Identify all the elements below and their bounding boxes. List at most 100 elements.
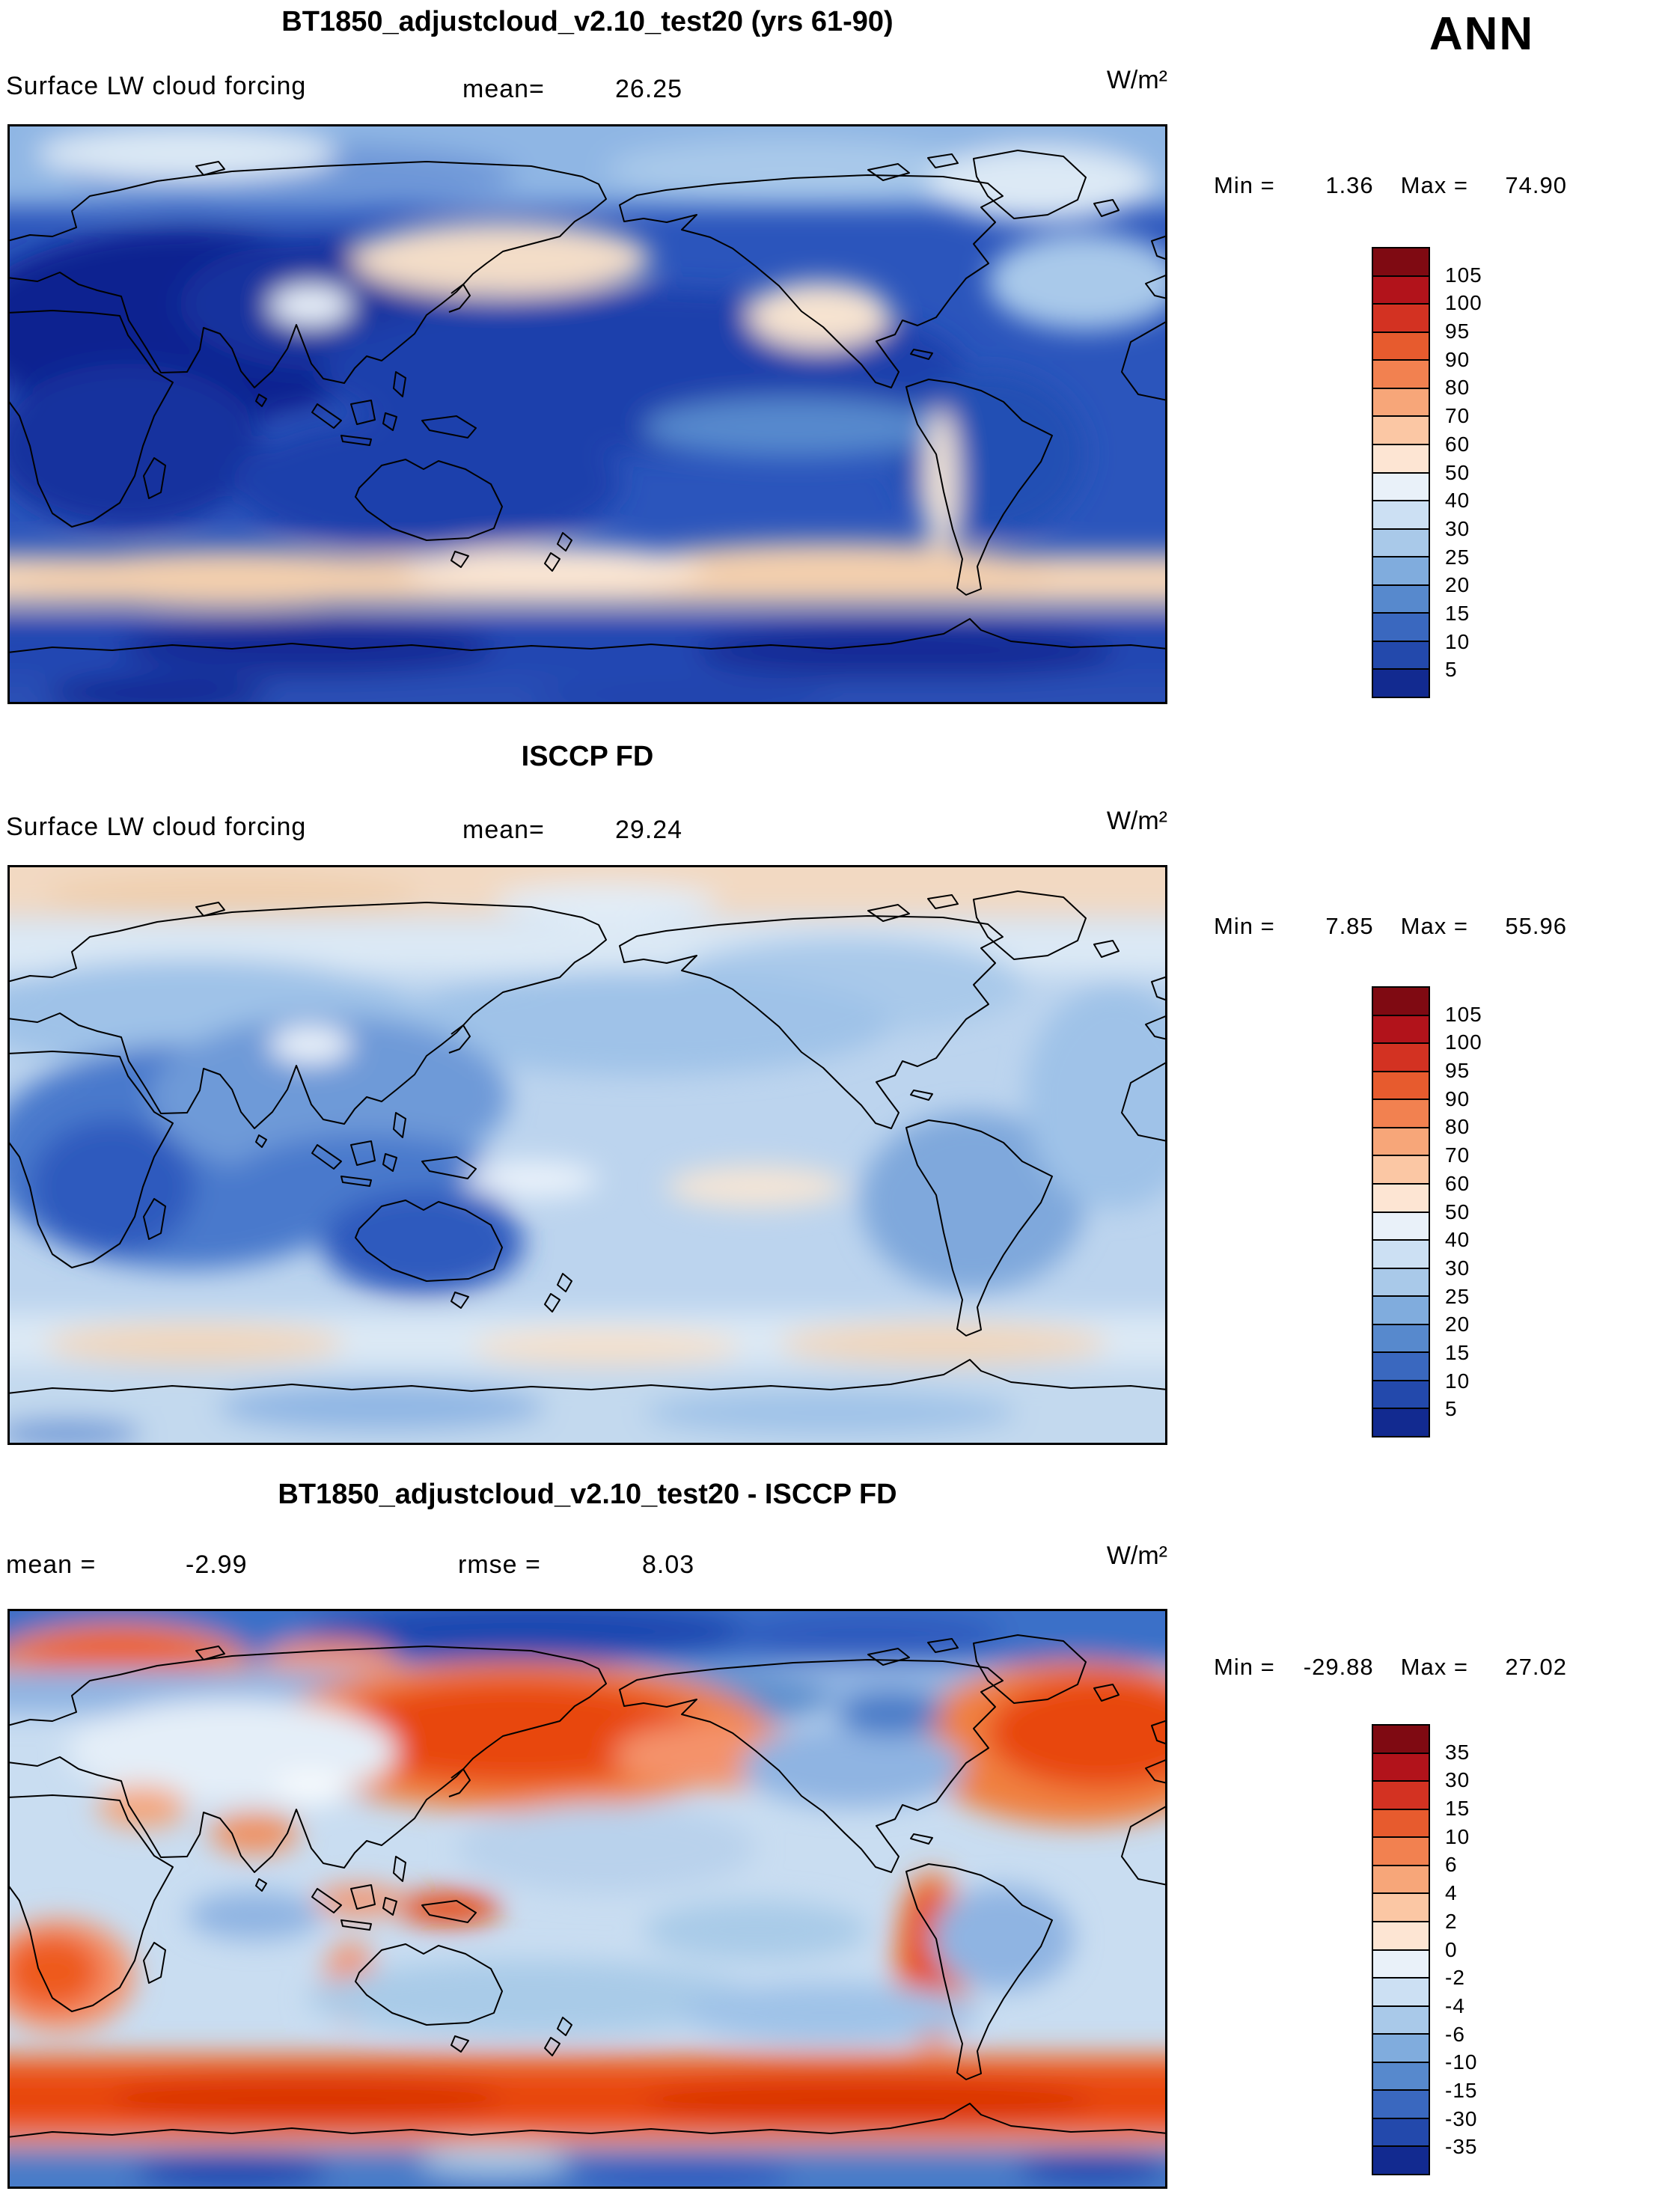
max-value: 27.02 bbox=[1505, 1654, 1567, 1680]
panel1-minmax: Min = 1.36 Max = 74.90 bbox=[1214, 172, 1567, 199]
colorbar-labels: 35 30 15 10 6 4 2 0 -2 -4 -6 -10 -15 -30 -35 bbox=[1445, 1724, 1550, 2175]
contour-field bbox=[7, 865, 1167, 1445]
colorbar-tick-label: 35 bbox=[1445, 1740, 1470, 1764]
colorbar-cell bbox=[1373, 417, 1429, 445]
panel1-colorbar: 105 100 95 90 80 70 60 50 40 30 25 20 15 10 5 bbox=[1372, 247, 1551, 698]
colorbar-tick-label: 20 bbox=[1445, 573, 1470, 597]
colorbar-tick-label: -35 bbox=[1445, 2135, 1478, 2159]
colorbar-tick-label: 10 bbox=[1445, 1824, 1470, 1848]
colorbar-cell bbox=[1373, 1809, 1429, 1839]
colorbar-cell bbox=[1373, 1015, 1429, 1045]
min-label: Min = bbox=[1214, 913, 1275, 939]
panel3-rmse-value: 8.03 bbox=[642, 1550, 695, 1579]
colorbar-tick-label: -6 bbox=[1445, 2022, 1465, 2046]
panel3-colorbar: 35 30 15 10 6 4 2 0 -2 -4 -6 -10 -15 -30 -35 bbox=[1372, 1724, 1551, 2175]
colorbar-tick-label: 4 bbox=[1445, 1881, 1458, 1905]
panel2-map bbox=[7, 865, 1167, 1445]
colorbar-tick-label: 50 bbox=[1445, 1200, 1470, 1223]
colorbar-cell bbox=[1373, 2062, 1429, 2092]
colorbar-cell bbox=[1373, 1979, 1429, 2007]
colorbar-cell bbox=[1373, 1241, 1429, 1269]
panel1-units-label: W/m² bbox=[1106, 66, 1167, 94]
panel1-variable-label: Surface LW cloud forcing bbox=[6, 72, 307, 100]
colorbar-cell bbox=[1373, 1726, 1429, 1754]
panel3-mean-value: -2.99 bbox=[186, 1550, 248, 1579]
colorbar-cell bbox=[1373, 1044, 1429, 1072]
colorbar-cell bbox=[1373, 2006, 1429, 2035]
world-contour-map-obs bbox=[7, 865, 1167, 1445]
colorbar-bar bbox=[1372, 247, 1430, 698]
panel2-minmax: Min = 7.85 Max = 55.96 bbox=[1214, 913, 1567, 940]
colorbar-cell bbox=[1373, 641, 1429, 670]
max-value: 55.96 bbox=[1505, 913, 1567, 939]
colorbar-cell bbox=[1373, 1922, 1429, 1951]
colorbar-cell bbox=[1373, 2091, 1429, 2119]
season-label: ANN bbox=[1429, 8, 1535, 60]
panel3-mean-label: mean = bbox=[6, 1550, 97, 1579]
colorbar-cell bbox=[1373, 1838, 1429, 1866]
colorbar-cell bbox=[1373, 1782, 1429, 1810]
colorbar-tick-label: 30 bbox=[1445, 1768, 1470, 1792]
colorbar-tick-label: -15 bbox=[1445, 2078, 1478, 2102]
colorbar-tick-label: 25 bbox=[1445, 1284, 1470, 1308]
colorbar-tick-label: -2 bbox=[1445, 1966, 1465, 1990]
colorbar-tick-label: 15 bbox=[1445, 601, 1470, 625]
colorbar-cell bbox=[1373, 1212, 1429, 1241]
colorbar-tick-label: 105 bbox=[1445, 1002, 1482, 1026]
colorbar-cell bbox=[1373, 1268, 1429, 1298]
panel2-variable-label: Surface LW cloud forcing bbox=[6, 813, 307, 841]
colorbar-cell bbox=[1373, 444, 1429, 474]
colorbar-tick-label: 0 bbox=[1445, 1937, 1458, 1961]
colorbar-cell bbox=[1373, 1184, 1429, 1213]
colorbar-cell bbox=[1373, 2035, 1429, 2063]
colorbar-cell bbox=[1373, 529, 1429, 558]
panel2-units-label: W/m² bbox=[1106, 807, 1167, 835]
colorbar-tick-label: 70 bbox=[1445, 1143, 1470, 1167]
colorbar-tick-label: 15 bbox=[1445, 1340, 1470, 1364]
colorbar-cell bbox=[1373, 2147, 1429, 2174]
max-label: Max = bbox=[1400, 1654, 1468, 1680]
panel3-title: BT1850_adjustcloud_v2.10_test20 - ISCCP … bbox=[278, 1479, 897, 1510]
colorbar-cell bbox=[1373, 1753, 1429, 1782]
colorbar-cell bbox=[1373, 670, 1429, 697]
min-value: 7.85 bbox=[1325, 913, 1374, 939]
panel3-minmax: Min = -29.88 Max = 27.02 bbox=[1214, 1654, 1567, 1681]
colorbar-cell bbox=[1373, 361, 1429, 389]
colorbar-tick-label: 40 bbox=[1445, 489, 1470, 513]
colorbar-tick-label: 100 bbox=[1445, 1030, 1482, 1054]
colorbar-cell bbox=[1373, 1950, 1429, 1979]
colorbar-tick-label: 6 bbox=[1445, 1853, 1458, 1877]
max-label: Max = bbox=[1400, 913, 1468, 939]
colorbar-bar bbox=[1372, 1724, 1430, 2175]
colorbar-tick-label: 10 bbox=[1445, 629, 1470, 653]
colorbar-tick-label: 80 bbox=[1445, 1115, 1470, 1139]
colorbar-tick-label: 70 bbox=[1445, 404, 1470, 428]
colorbar-cell bbox=[1373, 473, 1429, 502]
min-value: 1.36 bbox=[1325, 172, 1374, 198]
colorbar-tick-label: 90 bbox=[1445, 347, 1470, 371]
colorbar-tick-label: 60 bbox=[1445, 1171, 1470, 1195]
min-label: Min = bbox=[1214, 1654, 1275, 1680]
colorbar-tick-label: -30 bbox=[1445, 2106, 1478, 2130]
colorbar-cell bbox=[1373, 1297, 1429, 1325]
world-contour-map-model bbox=[7, 124, 1167, 704]
colorbar-cell bbox=[1373, 1324, 1429, 1354]
colorbar-cell bbox=[1373, 1072, 1429, 1101]
colorbar-labels: 105 100 95 90 80 70 60 50 40 30 25 20 15 10 5 bbox=[1445, 247, 1550, 698]
colorbar-tick-label: 90 bbox=[1445, 1087, 1470, 1110]
colorbar-cell bbox=[1373, 1409, 1429, 1436]
colorbar-cell bbox=[1373, 988, 1429, 1016]
colorbar-tick-label: -10 bbox=[1445, 2050, 1478, 2074]
colorbar-tick-label: 5 bbox=[1445, 1397, 1458, 1421]
colorbar-tick-label: 50 bbox=[1445, 460, 1470, 484]
colorbar-tick-label: 10 bbox=[1445, 1369, 1470, 1393]
colorbar-cell bbox=[1373, 1866, 1429, 1895]
colorbar-cell bbox=[1373, 585, 1429, 614]
colorbar-tick-label: 2 bbox=[1445, 1909, 1458, 1933]
colorbar-cell bbox=[1373, 332, 1429, 361]
max-label: Max = bbox=[1400, 172, 1468, 198]
colorbar-tick-label: 15 bbox=[1445, 1797, 1470, 1821]
colorbar-cell bbox=[1373, 1894, 1429, 1922]
colorbar-bar bbox=[1372, 986, 1430, 1437]
colorbar-cell bbox=[1373, 305, 1429, 333]
